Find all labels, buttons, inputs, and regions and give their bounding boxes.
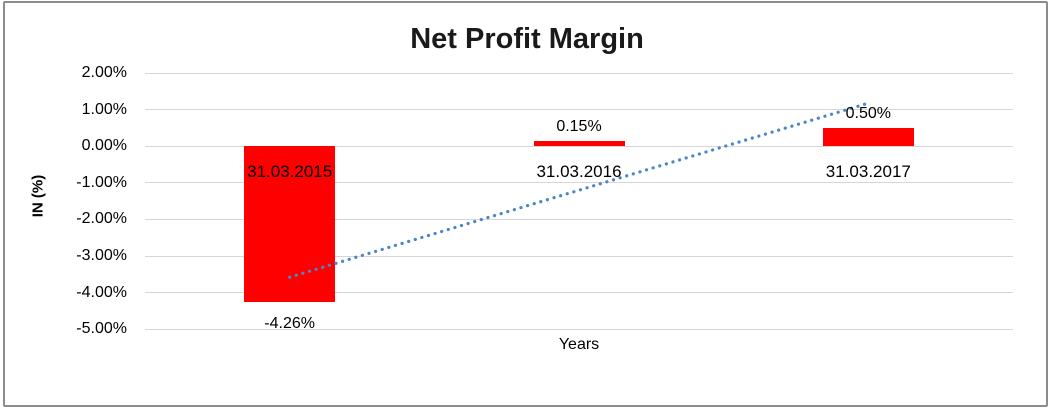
- y-tick-label: 0.00%: [81, 137, 127, 155]
- bar: [822, 128, 914, 147]
- bar: [533, 140, 625, 147]
- x-category-label: 31.03.2017: [825, 162, 911, 181]
- y-tick-label: -1.00%: [76, 173, 127, 191]
- gridline: [145, 292, 1013, 294]
- x-axis-title: Years: [558, 336, 600, 353]
- y-tick-label: -2.00%: [76, 210, 127, 228]
- gridline: [145, 72, 1013, 74]
- chart-area-border: [3, 1, 1048, 407]
- y-tick-label: -5.00%: [76, 320, 127, 338]
- y-tick-label: 1.00%: [81, 100, 127, 118]
- y-tick-label: -4.00%: [76, 283, 127, 301]
- x-category-label: 31.03.2015: [247, 162, 333, 181]
- chart-title: Net Profit Margin: [410, 23, 644, 55]
- bar-data-label: 0.15%: [556, 117, 602, 135]
- gridline: [145, 328, 1013, 330]
- bar-data-label: 0.50%: [845, 105, 892, 122]
- bar-data-label: -4.26%: [264, 315, 315, 333]
- y-tick-label: 2.00%: [81, 64, 127, 82]
- x-category-label: 31.03.2016: [536, 162, 622, 181]
- y-tick-label: -3.00%: [76, 247, 127, 264]
